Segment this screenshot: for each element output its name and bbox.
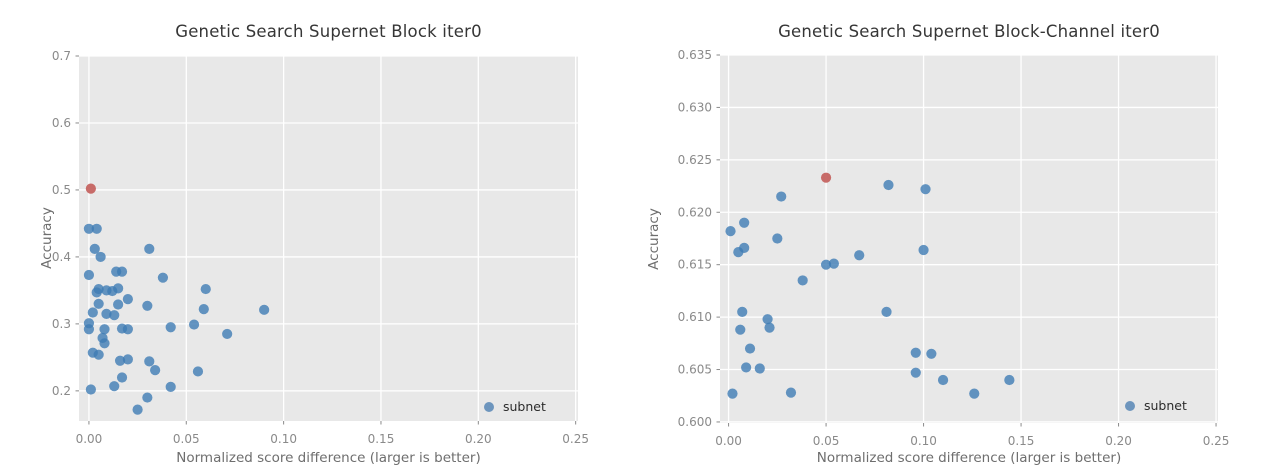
y-axis-label: Accuracy	[646, 208, 662, 270]
svg-text:0.3: 0.3	[52, 317, 71, 331]
y-axis-label: Accuracy	[39, 207, 55, 269]
chart-block-iter0: 0.00 0.05 0.10 0.15 0.20 0.25 0.2 0.3 0.4 0.5 0.6 0…	[39, 22, 589, 466]
svg-text:0.635: 0.635	[678, 48, 712, 62]
svg-text:0.20: 0.20	[1105, 434, 1132, 448]
svg-text:0.10: 0.10	[270, 432, 297, 446]
svg-text:0.25: 0.25	[562, 432, 589, 446]
svg-text:0.610: 0.610	[678, 310, 712, 324]
legend-marker-icon	[484, 401, 494, 412]
legend: subnet	[1125, 398, 1187, 413]
svg-text:0.5: 0.5	[52, 183, 71, 197]
svg-text:0.620: 0.620	[678, 205, 712, 219]
chart-title: Genetic Search Supernet Block-Channel it…	[778, 22, 1160, 41]
svg-text:0.20: 0.20	[465, 432, 492, 446]
svg-text:0.6: 0.6	[52, 116, 71, 130]
legend-marker-icon	[1125, 400, 1135, 411]
svg-text:0.4: 0.4	[52, 250, 71, 264]
plot-area-left: 0.00 0.05 0.10 0.15 0.20 0.25 0.2 0.3 0.4 0.5 0.6 0…	[52, 49, 589, 446]
svg-text:0.00: 0.00	[715, 434, 742, 448]
svg-text:0.05: 0.05	[173, 432, 200, 446]
svg-text:0.2: 0.2	[52, 384, 71, 398]
svg-text:0.00: 0.00	[76, 432, 103, 446]
legend-label: subnet	[1144, 398, 1187, 413]
svg-text:0.615: 0.615	[678, 258, 712, 272]
legend: subnet	[484, 399, 546, 414]
svg-text:0.15: 0.15	[1008, 434, 1035, 448]
chart-title: Genetic Search Supernet Block iter0	[175, 22, 482, 41]
svg-text:0.25: 0.25	[1203, 434, 1230, 448]
svg-text:0.15: 0.15	[368, 432, 395, 446]
svg-text:0.10: 0.10	[910, 434, 937, 448]
svg-text:0.625: 0.625	[678, 153, 712, 167]
svg-text:0.605: 0.605	[678, 363, 712, 377]
svg-text:0.05: 0.05	[813, 434, 840, 448]
chart-block-channel-iter0: 0.00 0.05 0.10 0.15 0.20 0.25 0.600 0.605 0.610 0…	[637, 0, 1274, 474]
plot-area-right: 0.00 0.05 0.10 0.15 0.20 0.25 0.600 0.605 0.610 0…	[678, 48, 1230, 448]
legend-label: subnet	[503, 399, 546, 414]
svg-text:0.630: 0.630	[678, 100, 712, 114]
x-axis-label: Normalized score difference (larger is b…	[176, 450, 481, 466]
svg-text:0.600: 0.600	[678, 415, 712, 429]
svg-text:0.7: 0.7	[52, 49, 71, 63]
x-axis-label: Normalized score difference (larger is b…	[816, 450, 1122, 466]
